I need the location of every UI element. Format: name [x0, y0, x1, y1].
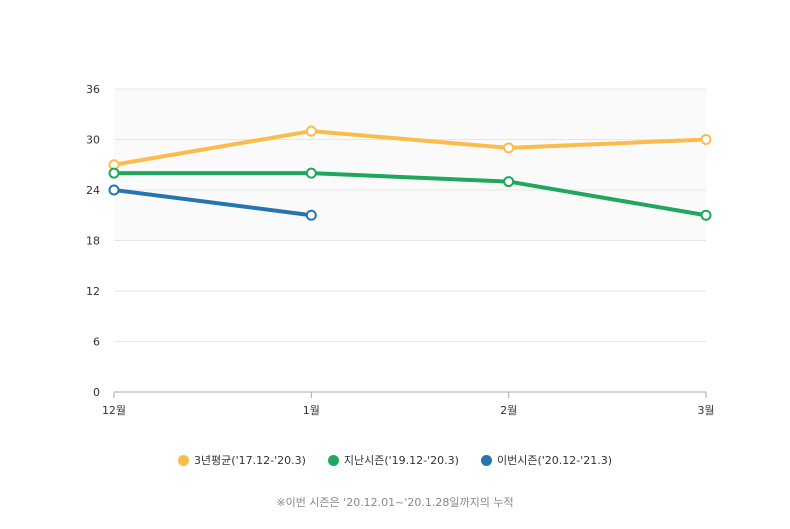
legend-item-series-1[interactable]: 3년평균('17.12-'20.3)	[177, 452, 306, 468]
x-tick-label-1: 1월	[303, 404, 320, 417]
x-tick-label-3: 3월	[697, 404, 714, 417]
y-tick-label-6: 36	[86, 83, 100, 96]
legend-item-series-2[interactable]: 지난시즌('19.12-'20.3)	[327, 452, 459, 468]
chart-legend: 3년평균('17.12-'20.3) 지난시즌('19.12-'20.3) 이번…	[0, 452, 790, 468]
series-2-point-1	[305, 167, 317, 179]
series-2-point-3	[700, 209, 712, 221]
y-tick-label-1: 6	[93, 336, 100, 349]
legend-dot-series-1	[177, 454, 189, 466]
footnote: ※이번 시즌은 '20.12.01~'20.1.28일까지의 누적	[276, 496, 514, 509]
y-tick-label-0: 0	[93, 386, 100, 399]
series-2-point-0	[108, 167, 120, 179]
y-tick-label-5: 30	[86, 134, 100, 147]
x-tick-label-2: 2월	[500, 404, 517, 417]
y-tick-label-2: 12	[86, 285, 100, 298]
series-2-point-2	[503, 176, 515, 188]
x-tick-label-0: 12월	[102, 404, 126, 417]
series-1-point-1	[305, 125, 317, 137]
legend-label-series-1: 3년평균('17.12-'20.3)	[193, 454, 306, 467]
legend-dot-series-2	[327, 454, 339, 466]
legend-label-series-3: 이번시즌('20.12-'21.3)	[496, 454, 613, 467]
line-chart: 0 6 12 18 24 30 36 12월 1월 2월 3월	[86, 83, 715, 417]
series-line-1	[112, 129, 708, 167]
series-3-point-0	[108, 184, 120, 196]
plot-background	[114, 89, 706, 241]
legend-dot-series-3	[480, 454, 492, 466]
series-3-point-1	[305, 209, 317, 221]
legend-item-series-3[interactable]: 이번시즌('20.12-'21.3)	[480, 452, 613, 468]
y-tick-label-3: 18	[86, 235, 100, 248]
series-1-point-3	[700, 134, 712, 145]
series-line-2	[112, 171, 708, 218]
y-tick-label-4: 24	[86, 184, 100, 197]
legend-label-series-2: 지난시즌('19.12-'20.3)	[343, 454, 459, 467]
series-line-3	[112, 188, 314, 218]
series-1-point-2	[503, 142, 515, 154]
